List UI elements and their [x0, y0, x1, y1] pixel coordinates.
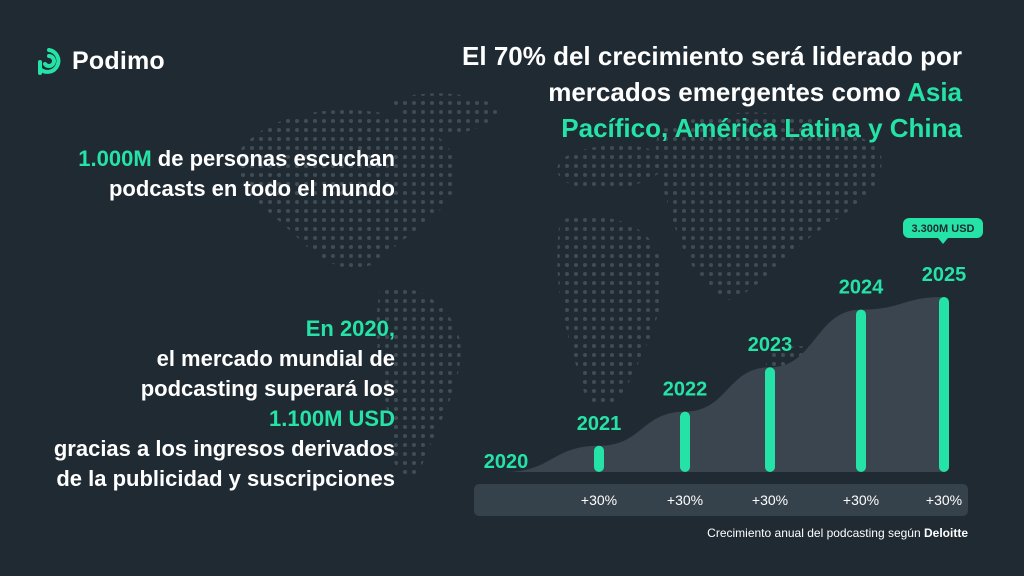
- bar-2024: [856, 310, 866, 472]
- year-label-2025: 2025: [922, 264, 967, 286]
- infographic: Podimo El 70% del crecimiento será lider…: [0, 0, 1024, 576]
- caption-text: Crecimiento anual del podcasting según: [707, 526, 924, 540]
- bar-2021: [594, 446, 604, 472]
- growth-band: [474, 484, 968, 516]
- growth-label: +30%: [752, 492, 788, 508]
- year-label-2023: 2023: [748, 334, 793, 356]
- bar-2023: [765, 367, 775, 472]
- growth-label: +30%: [843, 492, 879, 508]
- year-label-2020: 2020: [484, 451, 529, 473]
- bar-2025: [939, 297, 949, 472]
- year-label-2024: 2024: [839, 277, 884, 299]
- caption-source: Deloitte: [924, 526, 968, 540]
- year-label-2022: 2022: [663, 379, 708, 401]
- callout-label: 3.300M USD: [912, 223, 975, 235]
- growth-chart: 2020 2021 2022 2023 2024 2025 +30% +30% +30% +30%…: [0, 0, 1024, 576]
- chart-caption: Crecimiento anual del podcasting según D…: [707, 526, 968, 540]
- growth-area: [505, 297, 944, 472]
- callout-pointer: [938, 238, 948, 244]
- year-label-2021: 2021: [577, 413, 622, 435]
- growth-label: +30%: [667, 492, 703, 508]
- bar-2022: [680, 412, 690, 472]
- growth-label: +30%: [926, 492, 962, 508]
- growth-label: +30%: [581, 492, 617, 508]
